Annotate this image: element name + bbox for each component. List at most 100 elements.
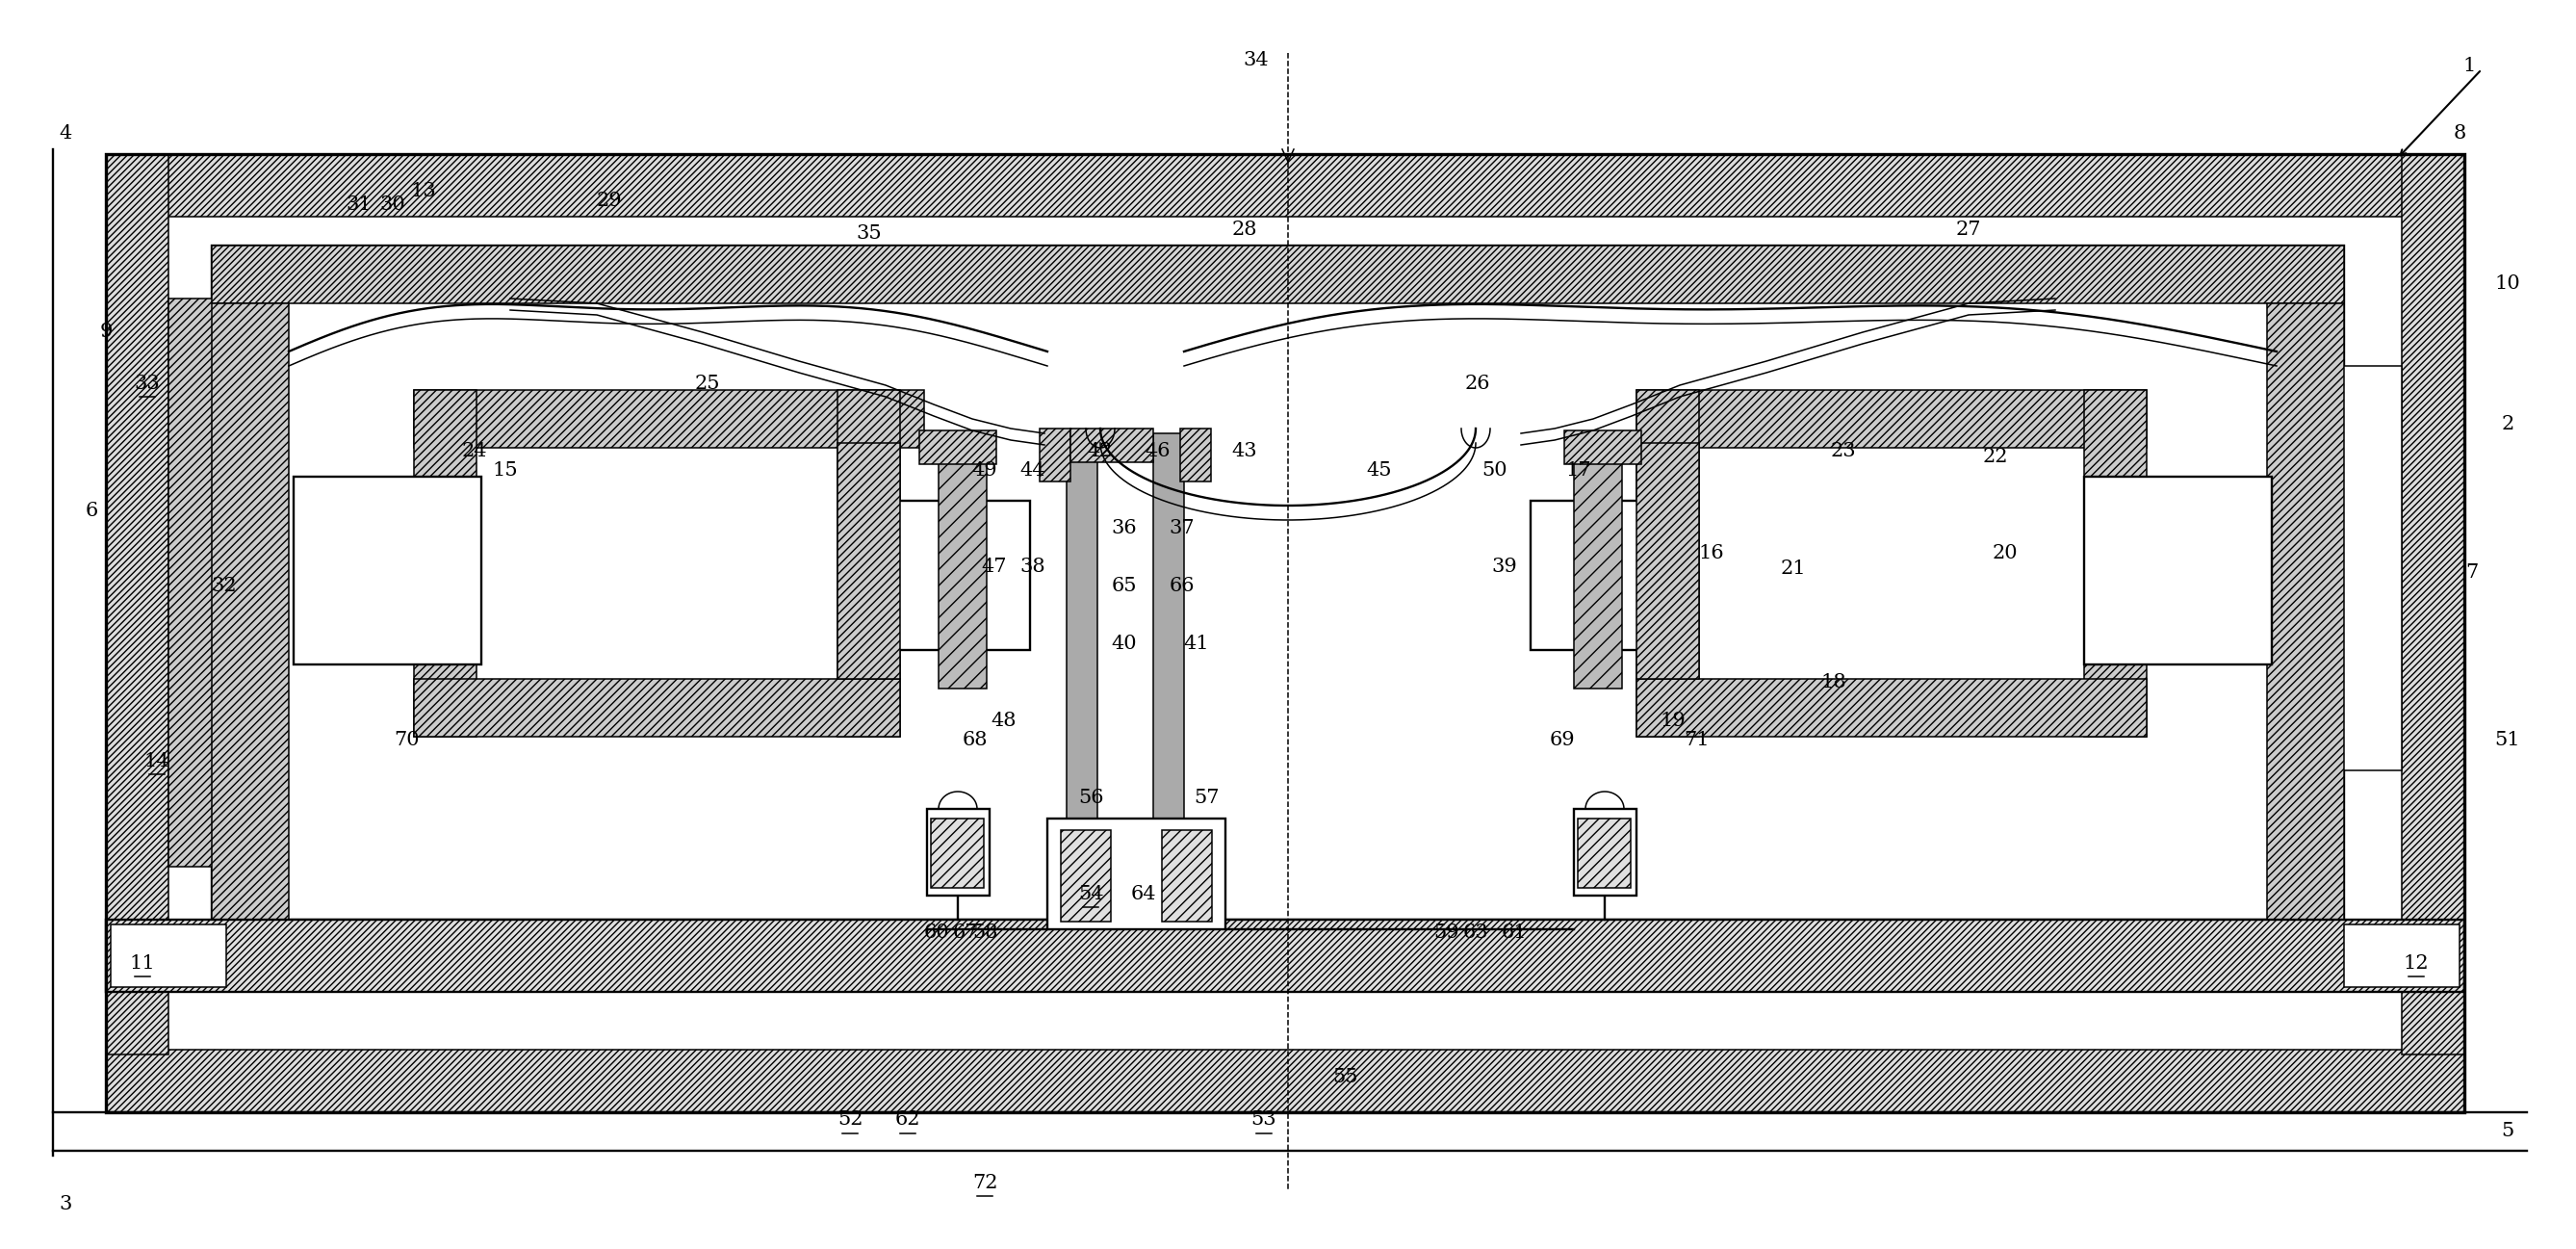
Bar [1636,443,1700,679]
Bar [111,924,227,987]
Text: 1: 1 [2463,56,2476,75]
Text: 18: 18 [1821,673,1847,691]
Text: 41: 41 [1185,634,1208,652]
Text: 20: 20 [1991,545,2017,563]
Text: 53: 53 [1252,1110,1278,1129]
Text: 60: 60 [925,923,951,942]
Text: 64: 64 [1131,884,1157,903]
Text: 63: 63 [1463,923,1489,942]
Text: 36: 36 [1110,518,1136,537]
Bar [2084,390,2146,737]
Bar [881,501,1030,649]
Text: 55: 55 [1332,1068,1358,1085]
Text: 67: 67 [953,923,979,942]
Bar [415,679,899,737]
Text: 37: 37 [1170,518,1195,537]
Text: 58: 58 [971,923,997,942]
Text: 6: 6 [85,501,98,520]
Text: 2: 2 [2501,415,2514,433]
Text: 70: 70 [394,731,420,748]
Bar [1530,501,1680,649]
Text: 19: 19 [1659,711,1685,729]
Bar [294,477,482,664]
Bar [106,154,2465,216]
Text: 40: 40 [1110,634,1136,652]
Text: 45: 45 [1368,461,1391,480]
Text: 8: 8 [2452,124,2465,142]
Text: 57: 57 [1193,788,1218,807]
Text: 22: 22 [1984,448,2009,467]
Text: 25: 25 [696,375,721,392]
Text: 35: 35 [855,225,881,244]
Text: 42: 42 [1087,442,1113,460]
Text: 29: 29 [598,191,623,210]
Bar [106,1049,2465,1113]
Text: 30: 30 [379,196,404,215]
Text: 28: 28 [1231,220,1257,239]
Bar [106,919,2465,992]
Text: 38: 38 [1020,557,1046,576]
Bar [167,299,265,867]
Text: 3: 3 [59,1194,72,1213]
Bar [1636,390,2146,448]
Text: 32: 32 [211,576,237,595]
Bar [2267,304,2344,919]
Bar [1636,679,2146,737]
Text: 15: 15 [492,461,518,480]
Text: 66: 66 [1170,576,1195,595]
Text: 39: 39 [1492,557,1517,576]
Text: 7: 7 [2465,563,2478,582]
Text: 44: 44 [1020,461,1046,480]
Text: 34: 34 [1244,50,1270,69]
Text: 48: 48 [992,711,1018,729]
Text: 61: 61 [1502,923,1528,942]
Bar [1162,831,1211,922]
Bar [1577,818,1631,888]
Text: 49: 49 [971,461,997,480]
Text: 31: 31 [345,196,371,215]
Bar [837,443,899,679]
Bar [1180,428,1211,482]
Bar [1041,428,1072,482]
Bar [106,919,2465,992]
Bar [1574,443,1623,688]
Text: 52: 52 [837,1110,863,1129]
Bar [938,443,987,688]
Text: 11: 11 [129,954,155,972]
Text: 24: 24 [461,442,487,460]
Bar [106,154,167,1054]
Text: 23: 23 [1832,442,1857,460]
Bar [2344,924,2460,987]
Text: 12: 12 [2403,954,2429,972]
Text: 16: 16 [1698,545,1723,563]
Bar [2401,154,2465,1054]
Bar [1154,433,1185,924]
Text: 62: 62 [894,1110,920,1129]
Text: 9: 9 [100,323,113,341]
Bar [920,431,997,465]
Text: 17: 17 [1566,461,1592,480]
Bar [2084,477,2272,664]
Bar [927,809,989,896]
Bar [1048,818,1226,929]
Bar [211,246,2344,919]
Text: 47: 47 [981,557,1007,576]
Text: 21: 21 [1780,560,1806,577]
Bar [1564,431,1641,465]
Bar [2300,366,2401,771]
Text: 59: 59 [1435,923,1461,942]
Bar [415,390,477,737]
Text: 27: 27 [1955,220,1981,239]
Text: 14: 14 [144,752,170,769]
Text: 46: 46 [1146,442,1172,460]
Bar [211,304,289,919]
Text: 68: 68 [963,731,989,748]
Bar [1636,390,1700,737]
Text: 69: 69 [1551,731,1574,748]
Text: 13: 13 [410,181,435,200]
Bar [106,154,2465,1113]
Bar [1061,831,1110,922]
Text: 72: 72 [971,1173,997,1192]
Bar [1072,428,1154,462]
Text: 4: 4 [59,124,72,142]
